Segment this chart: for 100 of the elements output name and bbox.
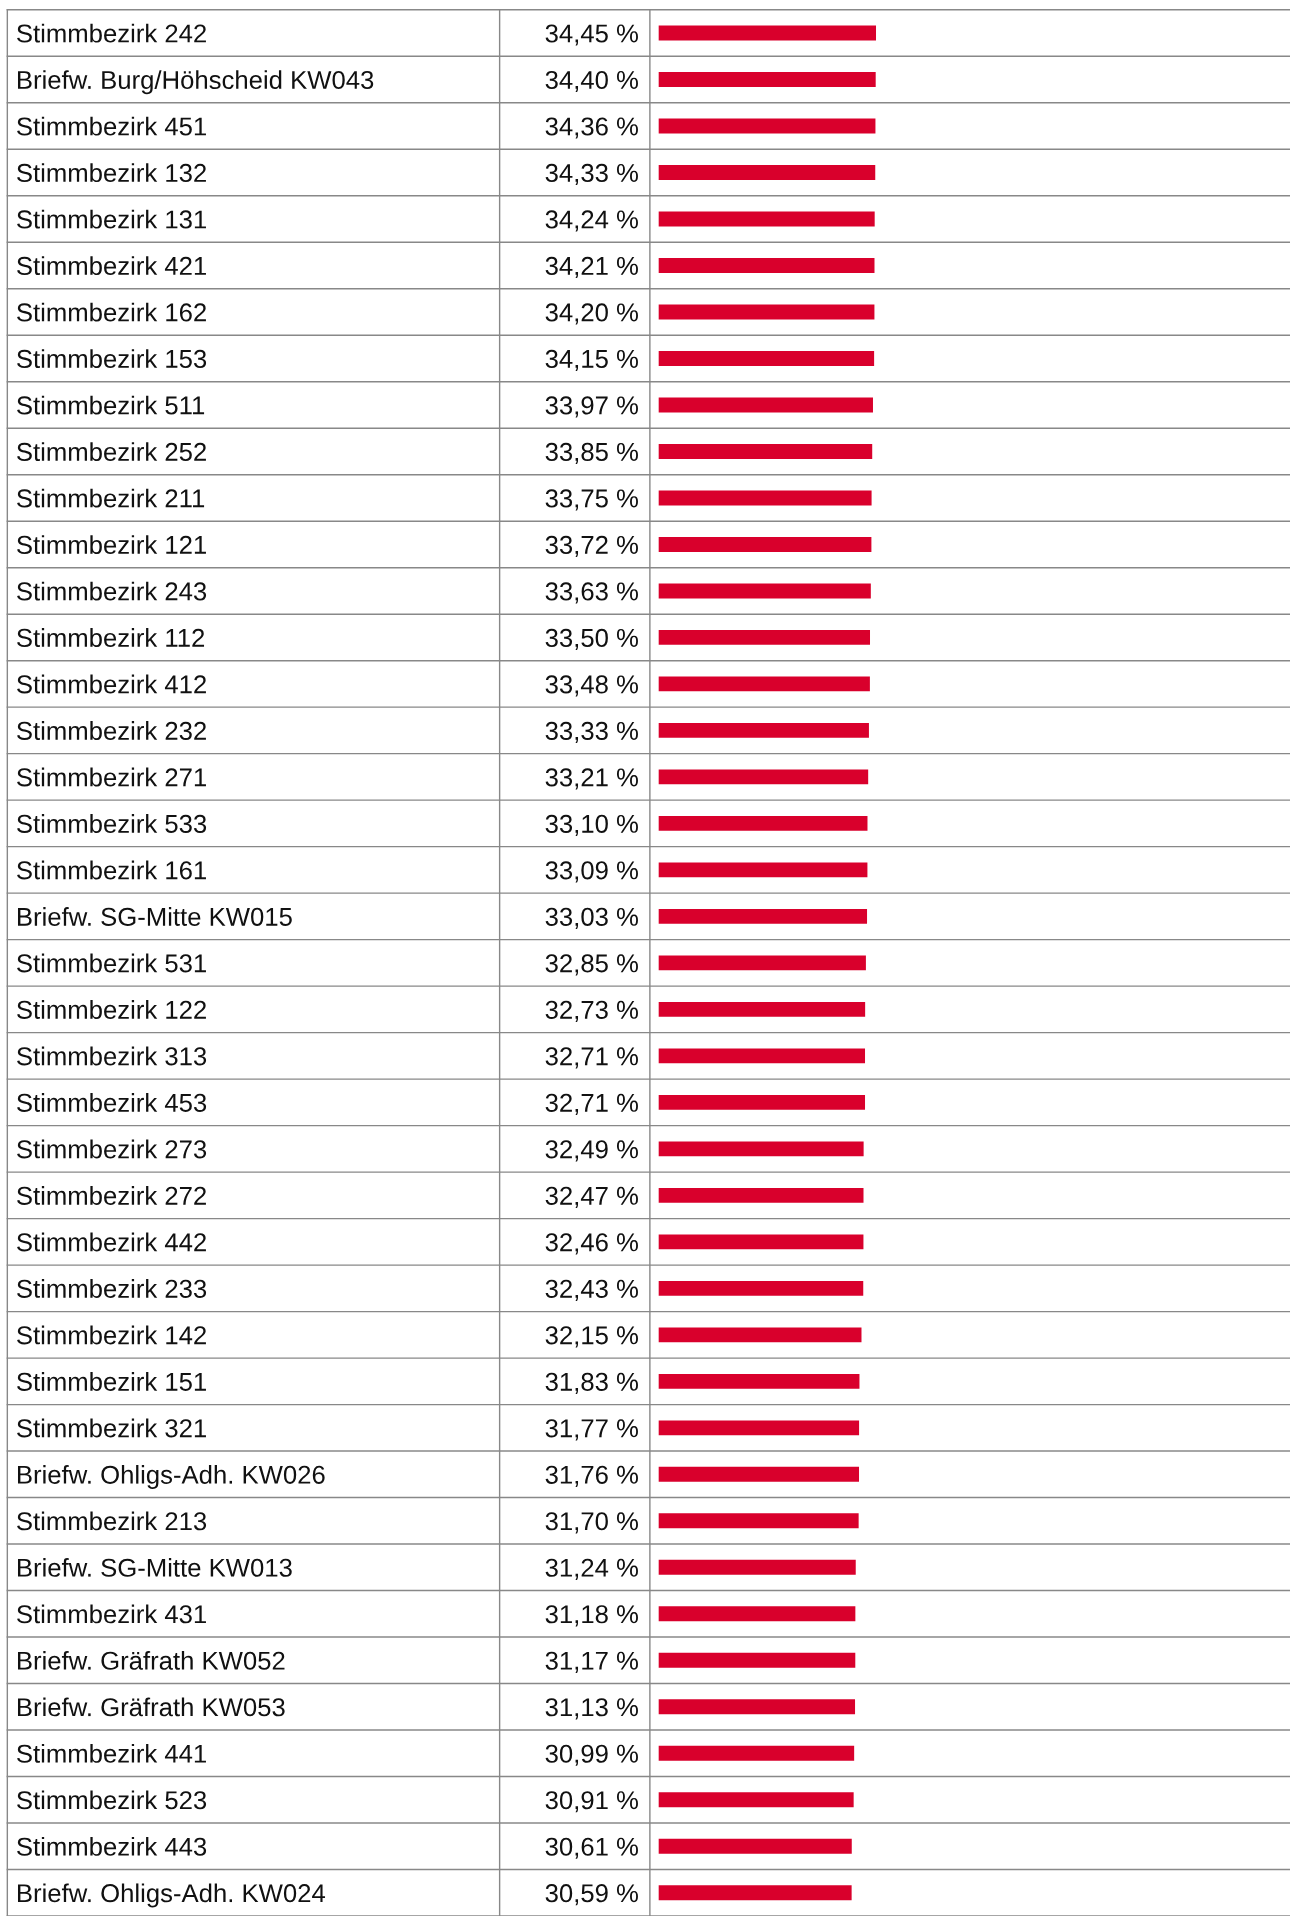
bar [658, 72, 876, 87]
bar [658, 722, 869, 738]
y-tick-label: Stimmbezirk 153 [17, 349, 207, 369]
y-tick-label: Stimmbezirk 431 [17, 1604, 206, 1624]
data-label: 33,75 % [545, 489, 638, 511]
bar [658, 815, 868, 831]
y-tick-label: Stimmbezirk 131 [17, 209, 206, 229]
data-label: 34,21 % [545, 256, 638, 279]
bar [658, 211, 875, 227]
data-label: 31,83 % [545, 1372, 638, 1394]
y-tick-label: Stimmbezirk 213 [17, 1511, 207, 1531]
bar [658, 583, 871, 599]
y-tick-label: Stimmbezirk 271 [17, 767, 206, 787]
y-tick-label: Briefw. Gräfrath KW053 [17, 1697, 285, 1717]
bar [658, 304, 875, 320]
bar [658, 490, 872, 506]
y-tick-label: Stimmbezirk 122 [17, 1000, 206, 1019]
bar [658, 397, 873, 413]
data-label: 33,33 % [545, 721, 638, 744]
y-tick-label: Stimmbezirk 162 [17, 302, 206, 322]
bar [658, 1001, 866, 1017]
bar [658, 351, 875, 366]
bar [658, 1466, 860, 1482]
bar [658, 537, 872, 552]
data-label: 32,71 % [545, 1047, 638, 1069]
bar [658, 1838, 852, 1854]
data-label: 33,97 % [545, 396, 638, 418]
data-label: 31,18 % [545, 1605, 638, 1627]
data-label: 32,49 % [545, 1140, 638, 1162]
data-label: 32,43 % [545, 1279, 638, 1301]
data-label: 34,45 % [545, 24, 638, 46]
y-tick-label: Stimmbezirk 523 [17, 1790, 207, 1810]
data-label: 32,73 % [545, 1000, 638, 1022]
data-label: 33,09 % [545, 861, 638, 883]
y-tick-label: Stimmbezirk 142 [17, 1325, 206, 1345]
bar [658, 1420, 860, 1436]
data-label: 34,40 % [545, 70, 638, 93]
bar [658, 1187, 864, 1203]
y-tick-label: Stimmbezirk 252 [17, 442, 206, 462]
bar [658, 1234, 864, 1250]
y-tick-label: Stimmbezirk 121 [17, 535, 206, 555]
data-label: 33,03 % [545, 907, 638, 929]
y-tick-label: Stimmbezirk 443 [17, 1836, 207, 1856]
data-label: 32,85 % [545, 954, 638, 976]
bar [658, 1699, 856, 1715]
data-label: 34,36 % [545, 117, 638, 139]
data-label: 32,71 % [545, 1093, 638, 1115]
data-label: 33,85 % [545, 442, 638, 465]
y-tick-label: Stimmbezirk 243 [17, 581, 207, 601]
bar [658, 1094, 866, 1110]
bar [658, 769, 869, 785]
data-label: 32,46 % [545, 1233, 638, 1255]
data-label: 33,10 % [545, 814, 638, 837]
bar [658, 1606, 856, 1622]
y-tick-label: Stimmbezirk 132 [17, 163, 206, 183]
data-label: 31,76 % [545, 1465, 638, 1487]
data-label: 32,15 % [545, 1326, 638, 1348]
bar [658, 1652, 856, 1668]
y-tick-label: Stimmbezirk 151 [17, 1372, 206, 1391]
y-tick-label: Stimmbezirk 232 [17, 721, 206, 740]
bar [658, 1327, 862, 1343]
y-tick-label: Stimmbezirk 412 [17, 674, 206, 694]
bar [658, 908, 868, 924]
bar [658, 862, 868, 878]
data-label: 32,47 % [545, 1186, 638, 1208]
y-tick-label: Briefw. Ohligs-Adh. KW024 [17, 1883, 326, 1908]
bar [658, 444, 873, 459]
y-tick-label: Stimmbezirk 242 [17, 23, 206, 43]
bar [658, 165, 876, 180]
y-tick-label: Stimmbezirk 511 [17, 395, 205, 415]
data-label: 30,59 % [545, 1884, 638, 1906]
data-label: 31,70 % [545, 1512, 638, 1534]
bar [658, 1141, 864, 1157]
bar [658, 1559, 856, 1575]
y-tick-label: Briefw. Ohligs-Adh. KW026 [17, 1465, 325, 1489]
y-tick-label: Stimmbezirk 313 [17, 1046, 207, 1066]
y-tick-label: Stimmbezirk 441 [17, 1743, 206, 1763]
bar [658, 676, 870, 692]
bar [658, 118, 876, 134]
y-tick-label: Briefw. Gräfrath KW052 [17, 1650, 285, 1670]
y-tick-label: Stimmbezirk 321 [17, 1418, 206, 1438]
data-label: 34,20 % [545, 303, 638, 325]
bar [658, 955, 866, 971]
y-tick-label: Stimmbezirk 421 [17, 256, 206, 276]
data-label: 34,15 % [545, 349, 638, 372]
bar [658, 1373, 860, 1389]
y-tick-label: Stimmbezirk 442 [17, 1232, 206, 1252]
data-label: 33,72 % [545, 535, 638, 558]
y-tick-label: Stimmbezirk 453 [17, 1093, 207, 1112]
data-label: 31,77 % [545, 1419, 638, 1441]
y-tick-label: Stimmbezirk 233 [17, 1279, 207, 1298]
y-tick-label: Stimmbezirk 273 [17, 1139, 207, 1159]
data-label: 33,50 % [545, 628, 638, 651]
bar [658, 1048, 866, 1064]
y-tick-label: Stimmbezirk 161 [17, 860, 206, 880]
bar [658, 630, 871, 645]
y-tick-label: Stimmbezirk 272 [17, 1186, 206, 1205]
y-tick-label: Stimmbezirk 211 [17, 488, 205, 508]
data-label: 33,48 % [545, 675, 638, 697]
bar [658, 1280, 864, 1296]
